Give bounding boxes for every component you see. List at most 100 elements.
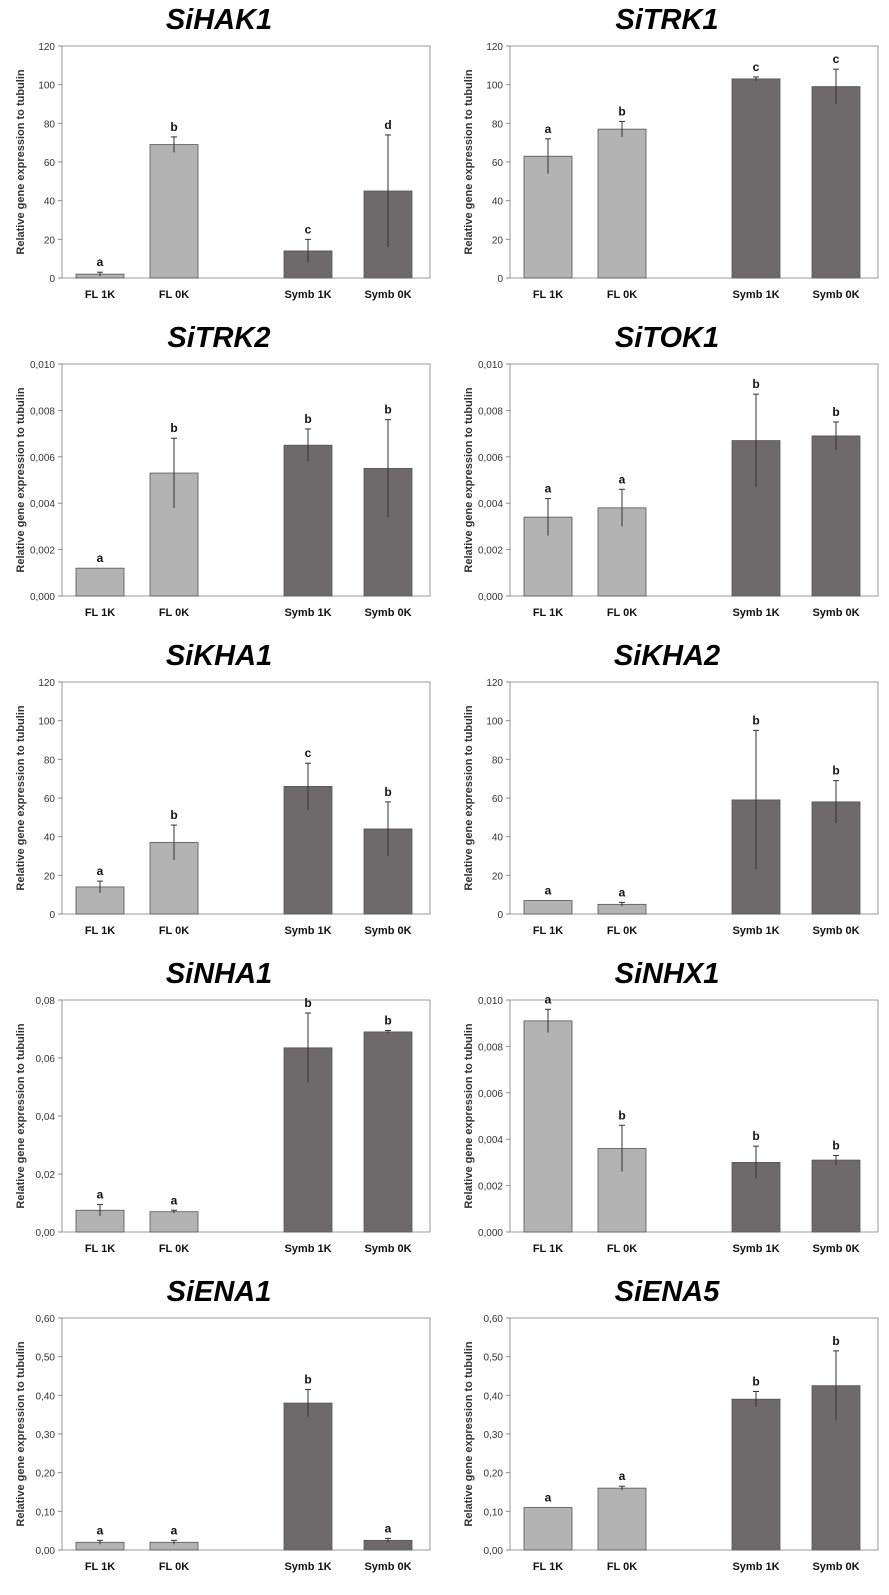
x-tick-label: FL 0K <box>159 1243 189 1255</box>
chart-plot: 0 20 40 60 80 100 120 Relative gene expression … <box>15 678 431 937</box>
y-tick-label: 0,008 <box>30 406 55 417</box>
x-tick-label: FL 1K <box>85 289 115 301</box>
y-tick-label: 40 <box>44 197 56 208</box>
chart-title: SiNHX1 <box>614 958 720 990</box>
bar <box>523 1020 573 1233</box>
y-axis-label: Relative gene expression to tubulin <box>463 705 475 890</box>
x-tick-label: Symb 0K <box>812 289 859 301</box>
y-tick-label: 80 <box>44 119 56 130</box>
bar <box>731 78 781 279</box>
y-tick-label: 0,002 <box>478 1182 503 1193</box>
significance-letter: b <box>832 405 839 419</box>
y-tick-label: 60 <box>44 158 56 169</box>
bar <box>523 900 573 915</box>
significance-letter: b <box>618 1108 625 1122</box>
bar <box>811 1159 861 1233</box>
y-tick-label: 20 <box>44 235 56 246</box>
y-tick-label: 0,10 <box>36 1507 56 1518</box>
x-tick-label: Symb 1K <box>732 289 779 301</box>
plot-frame <box>509 999 879 1233</box>
significance-letter: b <box>752 713 759 727</box>
bar <box>283 1402 333 1551</box>
y-tick-label: 40 <box>44 833 56 844</box>
chart-title: SiTRK1 <box>615 4 719 36</box>
chart-plot: 0,000 0,002 0,004 0,006 0,008 0,010 Relative g… <box>463 360 879 619</box>
x-tick-label: FL 0K <box>159 1561 189 1573</box>
y-tick-label: 0,002 <box>30 546 55 557</box>
x-tick-label: FL 1K <box>533 289 563 301</box>
x-tick-label: FL 0K <box>159 607 189 619</box>
bar <box>597 128 647 279</box>
y-tick-label: 120 <box>38 42 55 53</box>
chart-panel: SiNHA1 0,00 0,02 0,04 0,06 0,08 Relative gene … <box>0 954 438 1272</box>
x-tick-label: FL 1K <box>533 1243 563 1255</box>
significance-letter: a <box>97 864 104 878</box>
x-tick-label: FL 0K <box>607 1243 637 1255</box>
significance-letter: a <box>171 1523 178 1537</box>
bar <box>523 1507 573 1551</box>
y-tick-label: 80 <box>492 755 504 766</box>
significance-letter: b <box>304 996 311 1010</box>
significance-letter: a <box>97 551 104 565</box>
x-tick-label: Symb 1K <box>284 289 331 301</box>
y-tick-label: 0,00 <box>484 1546 504 1557</box>
y-tick-label: 0,000 <box>478 592 503 603</box>
significance-letter: c <box>305 222 312 236</box>
chart-title: SiENA1 <box>166 1276 272 1308</box>
x-tick-label: FL 1K <box>85 1243 115 1255</box>
significance-letter: b <box>170 120 177 134</box>
chart-panel: SiENA1 0,00 0,10 0,20 0,30 0,40 0,50 0,60 Relati… <box>0 1272 438 1590</box>
x-tick-label: FL 1K <box>533 925 563 937</box>
y-tick-label: 0,006 <box>478 453 503 464</box>
x-tick-label: Symb 1K <box>732 607 779 619</box>
y-tick-label: 0,00 <box>36 1546 56 1557</box>
chart-title: SiTRK2 <box>167 322 271 354</box>
y-tick-label: 0 <box>49 910 55 921</box>
y-tick-label: 0,30 <box>36 1430 56 1441</box>
y-tick-label: 0,04 <box>36 1112 56 1123</box>
chart-plot: 0 20 40 60 80 100 120 Relative gene expression … <box>463 678 879 937</box>
y-tick-label: 0,06 <box>36 1054 56 1065</box>
y-tick-label: 0 <box>49 274 55 285</box>
significance-letter: a <box>545 883 552 897</box>
significance-letter: b <box>304 1373 311 1387</box>
y-tick-label: 0,004 <box>478 1135 503 1146</box>
y-tick-label: 0,010 <box>478 996 503 1007</box>
chart-plot: 0,00 0,10 0,20 0,30 0,40 0,50 0,60 Relative gen… <box>463 1314 879 1573</box>
y-tick-label: 20 <box>492 871 504 882</box>
y-axis-label: Relative gene expression to tubulin <box>463 387 475 572</box>
y-tick-label: 0,08 <box>36 996 56 1007</box>
bar <box>731 1398 781 1551</box>
significance-letter: a <box>385 1521 392 1535</box>
bar <box>811 435 861 597</box>
significance-letter: b <box>304 412 311 426</box>
x-tick-label: Symb 0K <box>812 1243 859 1255</box>
y-tick-label: 60 <box>492 158 504 169</box>
significance-letter: b <box>384 785 391 799</box>
plot-frame <box>61 1317 431 1551</box>
x-tick-label: Symb 1K <box>284 607 331 619</box>
y-tick-label: 0,50 <box>36 1353 56 1364</box>
y-tick-label: 0 <box>497 274 503 285</box>
y-tick-label: 0,008 <box>478 1042 503 1053</box>
significance-letter: a <box>171 1193 178 1207</box>
chart-title: SiTOK1 <box>614 322 720 354</box>
y-axis-label: Relative gene expression to tubulin <box>15 705 27 890</box>
y-tick-label: 120 <box>38 678 55 689</box>
bar <box>75 567 125 597</box>
x-tick-label: FL 1K <box>85 1561 115 1573</box>
y-tick-label: 0,20 <box>36 1469 56 1480</box>
significance-letter: b <box>752 1374 759 1388</box>
significance-letter: b <box>384 403 391 417</box>
significance-letter: b <box>832 1334 839 1348</box>
x-tick-label: FL 0K <box>607 1561 637 1573</box>
bar <box>149 1211 199 1233</box>
x-tick-label: Symb 1K <box>284 925 331 937</box>
x-tick-label: FL 0K <box>159 925 189 937</box>
y-tick-label: 0,002 <box>478 546 503 557</box>
chart-panel: SiHAK1 0 20 40 60 80 100 120 Relative gene expre… <box>0 0 438 318</box>
significance-letter: b <box>618 104 625 118</box>
significance-letter: c <box>305 746 312 760</box>
significance-letter: a <box>619 472 626 486</box>
